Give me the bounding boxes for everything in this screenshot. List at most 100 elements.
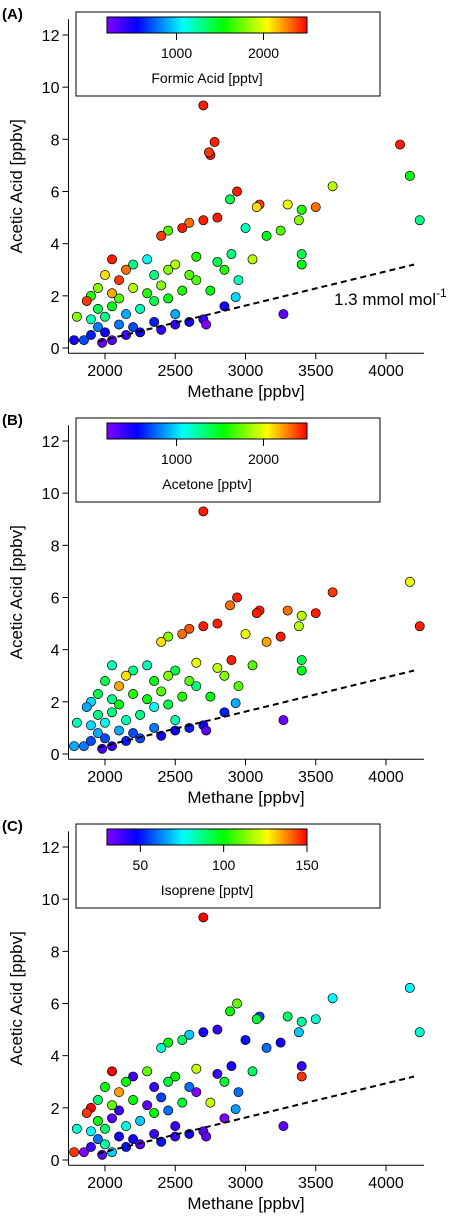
point [282, 605, 293, 616]
y-tick-label: 10 [42, 80, 60, 97]
point [240, 629, 251, 639]
point [184, 270, 195, 280]
annotation-text: 1.3 mmol mol [334, 290, 436, 309]
point [149, 676, 160, 686]
point [100, 327, 110, 338]
colorbar-tick-label: 1000 [161, 45, 192, 61]
y-tick-label: 2 [51, 289, 60, 306]
x-tick-label: 2000 [87, 363, 123, 380]
point [163, 264, 174, 275]
panel: 0 2 4 6 8 10 12 2000 2500 3000 3500 4000 Methane [pp… [2, 412, 425, 807]
colorbar [106, 828, 308, 846]
point [114, 681, 125, 692]
point [191, 1087, 202, 1098]
point [149, 1128, 160, 1139]
point [177, 223, 188, 233]
point [149, 296, 160, 306]
point [310, 1014, 321, 1025]
point [226, 655, 237, 666]
colorbar-tick-label: 2000 [248, 451, 279, 467]
point [212, 256, 223, 267]
point [219, 1076, 230, 1087]
colorbar [106, 422, 308, 440]
x-axis-label: Methane [ppbv] [187, 382, 304, 401]
point [170, 1121, 181, 1132]
point [278, 1121, 289, 1132]
point [170, 309, 181, 320]
point [85, 314, 96, 325]
point [156, 686, 167, 697]
point [212, 618, 223, 629]
point [275, 225, 286, 236]
point [128, 283, 139, 293]
point [121, 264, 132, 275]
y-tick-label: 10 [42, 892, 60, 909]
point [296, 249, 307, 260]
point [177, 1035, 188, 1045]
point [404, 170, 415, 181]
point [198, 215, 209, 226]
point [135, 327, 146, 338]
point [121, 715, 132, 726]
point [71, 311, 82, 322]
point [296, 665, 307, 676]
point [114, 319, 125, 330]
point [128, 1071, 139, 1082]
point [395, 139, 405, 150]
point [261, 636, 272, 647]
x-tick-label: 3500 [298, 769, 334, 786]
y-tick-label: 0 [51, 747, 60, 764]
point [93, 303, 103, 314]
point [170, 665, 181, 676]
point [296, 204, 307, 215]
point [100, 717, 110, 728]
point [149, 270, 160, 280]
point [135, 303, 146, 314]
point [282, 1011, 293, 1022]
panel-label: (C) [2, 818, 23, 835]
y-tick-label: 4 [51, 1049, 60, 1066]
point [251, 202, 262, 213]
point [156, 230, 167, 241]
point [93, 1134, 103, 1145]
point [404, 982, 415, 993]
y-axis-label: Acetic Acid [ppbv] [7, 119, 26, 253]
point [177, 629, 188, 639]
point [93, 322, 103, 333]
point [135, 1139, 146, 1150]
point [293, 215, 304, 226]
point [212, 662, 223, 673]
point [69, 1147, 80, 1158]
point [233, 1087, 244, 1098]
annotation: 1.3 mmol mol-1 [334, 286, 447, 309]
x-tick-label: 2500 [157, 363, 193, 380]
point [135, 709, 146, 720]
point [71, 717, 82, 728]
point [191, 275, 202, 286]
point [404, 576, 415, 587]
point [114, 699, 125, 710]
point [100, 1139, 110, 1150]
point [135, 733, 146, 744]
point [142, 660, 153, 671]
point [156, 636, 167, 647]
point [205, 285, 216, 296]
y-tick-label: 0 [51, 1153, 60, 1170]
point [107, 288, 117, 299]
point [163, 1037, 174, 1048]
x-axis-label: Methane [ppbv] [187, 1194, 304, 1213]
y-tick-label: 12 [42, 434, 60, 451]
point [85, 1126, 96, 1137]
point [184, 217, 195, 228]
point [191, 251, 202, 262]
point [142, 288, 153, 299]
point [191, 657, 202, 668]
point [296, 259, 307, 270]
point [128, 259, 139, 270]
point [81, 296, 92, 306]
point [275, 1037, 286, 1048]
point [107, 301, 117, 312]
colorbar-tick-label: 50 [133, 857, 149, 873]
point [293, 621, 304, 632]
